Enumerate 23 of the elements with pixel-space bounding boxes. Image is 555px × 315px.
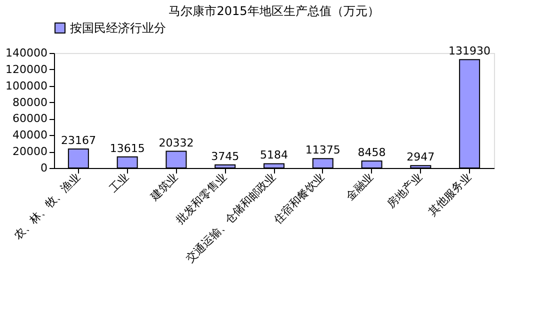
chart-title: 马尔康市2015年地区生产总值（万元） [168, 4, 380, 18]
data-label: 2947 [406, 150, 435, 164]
data-label: 20332 [158, 136, 194, 150]
data-label: 13615 [110, 142, 145, 155]
y-tick-label: 20000 [12, 145, 48, 158]
data-label: 8458 [358, 146, 386, 160]
x-tick-label: 建筑业 [147, 170, 180, 204]
y-tick-label: 140000 [6, 46, 48, 60]
y-tick-label: 120000 [6, 62, 48, 76]
data-label: 11375 [305, 144, 340, 157]
data-label: 131930 [448, 44, 491, 58]
y-tick-label: 100000 [6, 79, 48, 92]
data-label: 5184 [260, 148, 288, 162]
y-tick-label: 40000 [12, 128, 48, 142]
legend-label: 按国民经济行业分 [70, 21, 166, 35]
y-tick-label: 80000 [12, 96, 48, 109]
data-label: 23167 [60, 134, 96, 147]
x-tick-label: 工业 [106, 170, 132, 196]
x-tick-label: 房地产业 [384, 170, 425, 211]
y-tick-label: 60000 [12, 112, 48, 126]
x-tick-label: 其他服务业 [426, 170, 474, 219]
data-label: 3745 [211, 150, 240, 163]
x-tick-label: 金融业 [343, 170, 376, 204]
